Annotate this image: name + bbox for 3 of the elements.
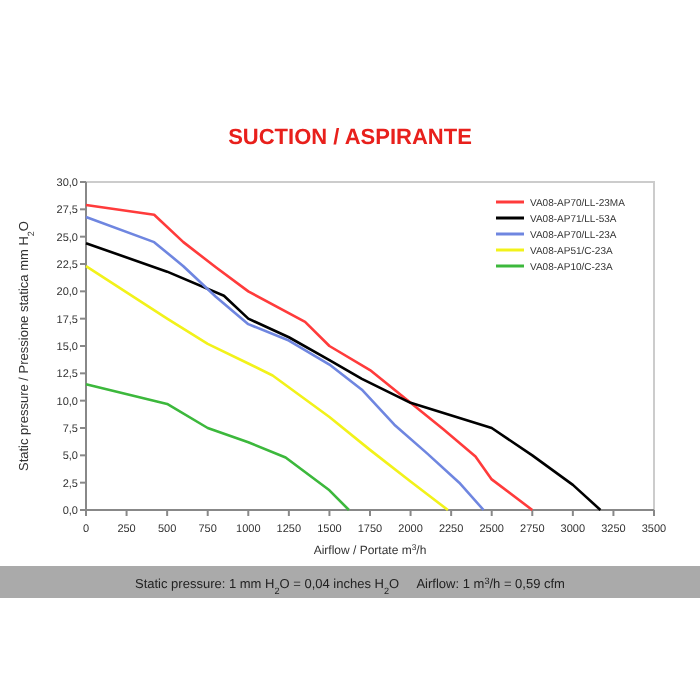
line-series — [84, 382, 351, 512]
chart-title: SUCTION / ASPIRANTE — [228, 126, 472, 150]
line-series — [84, 264, 450, 512]
